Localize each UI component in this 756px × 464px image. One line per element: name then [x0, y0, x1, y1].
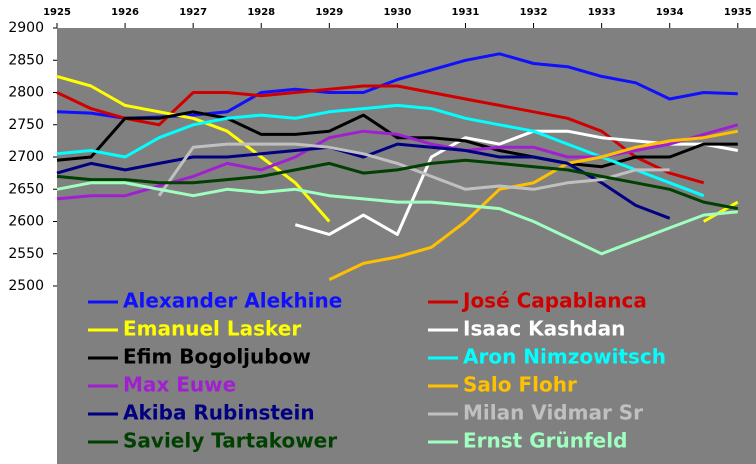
- x-tick-label: 1926: [111, 7, 139, 18]
- plot-background: [57, 28, 756, 464]
- legend-label: Akiba Rubinstein: [123, 401, 315, 425]
- series-line: [56, 110, 738, 169]
- x-tick-label: 1928: [247, 7, 275, 18]
- series-line: [56, 142, 671, 220]
- series-line: [56, 84, 705, 185]
- y-tick-label: 2800: [8, 85, 44, 101]
- series-line: [157, 142, 670, 197]
- y-tick-label: 2600: [8, 214, 44, 230]
- series-line: [56, 103, 705, 198]
- y-tick-label: 2750: [8, 117, 44, 133]
- legend-label: Max Euwe: [123, 373, 236, 397]
- x-tick-label: 1933: [588, 7, 616, 18]
- y-tick-label: 2650: [8, 181, 44, 197]
- y-tick-label: 2850: [8, 52, 44, 68]
- legend-label: Milan Vidmar Sr: [463, 401, 643, 425]
- y-tick-label: 2500: [8, 278, 44, 294]
- y-tick-label: 2550: [8, 246, 44, 262]
- legend-label: Saviely Tartakower: [123, 429, 337, 453]
- x-tick-label: 1935: [724, 7, 752, 18]
- x-tick-label: 1931: [452, 7, 480, 18]
- series-line: [294, 129, 739, 236]
- x-tick-label: 1932: [520, 7, 548, 18]
- y-tick-label: 2700: [8, 149, 44, 165]
- legend-label: Alexander Alekhine: [123, 289, 342, 313]
- y-tick-label: 2900: [8, 20, 44, 36]
- legend-label: Emanuel Lasker: [123, 317, 301, 341]
- series-line: [56, 74, 739, 223]
- legend-label: Salo Flohr: [463, 373, 577, 397]
- series-line: [56, 158, 739, 211]
- x-tick-label: 1930: [383, 7, 411, 18]
- legend-label: José Capablanca: [461, 289, 647, 313]
- x-tick-label: 1927: [179, 7, 207, 18]
- x-tick-label: 1934: [656, 7, 684, 18]
- series-line: [56, 181, 738, 256]
- legend-label: Isaac Kashdan: [463, 317, 625, 341]
- x-tick-label: 1929: [315, 7, 343, 18]
- series-line: [328, 129, 739, 281]
- legend-label: Ernst Grünfeld: [463, 429, 627, 453]
- legend-label: Aron Nimzowitsch: [463, 345, 666, 369]
- x-tick-label: 1925: [43, 7, 71, 18]
- legend-label: Efim Bogoljubow: [123, 345, 311, 369]
